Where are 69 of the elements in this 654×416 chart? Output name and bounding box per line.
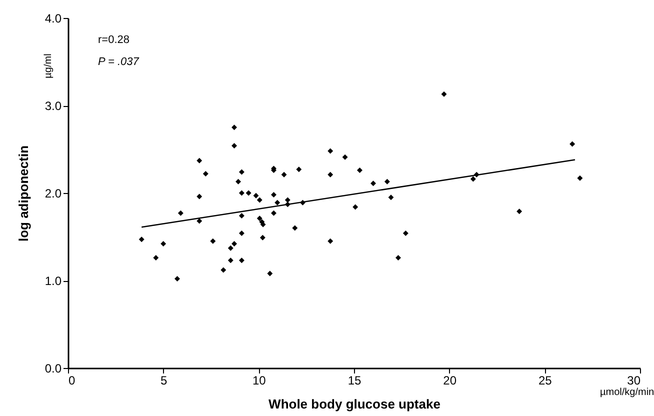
- point: [238, 213, 244, 218]
- point: [253, 192, 259, 198]
- point: [160, 241, 166, 246]
- point: [196, 194, 202, 200]
- x-tick-label: 15: [348, 374, 362, 388]
- point: [516, 208, 522, 214]
- point: [196, 218, 202, 224]
- x-axis-title: Whole body glucose uptake: [268, 396, 440, 412]
- point: [232, 143, 237, 148]
- point: [236, 178, 242, 184]
- point: [196, 158, 202, 164]
- point: [238, 258, 244, 264]
- point: [210, 238, 216, 244]
- y-tick-label: 2.0: [44, 186, 62, 200]
- point: [388, 194, 394, 200]
- x-tick-label: 10: [252, 374, 266, 388]
- point: [441, 91, 447, 97]
- point: [174, 276, 180, 282]
- point: [178, 210, 184, 216]
- point: [328, 172, 334, 178]
- point: [256, 216, 262, 222]
- x-tick-label: 0: [68, 374, 76, 388]
- point: [270, 210, 276, 216]
- y-tick-label: 3.0: [44, 99, 62, 113]
- point: [570, 141, 576, 147]
- point: [238, 190, 244, 196]
- point: [577, 175, 583, 181]
- point: [292, 225, 298, 231]
- y-tick-label: 1.0: [44, 274, 62, 288]
- point: [274, 200, 280, 206]
- point: [138, 236, 144, 242]
- text: µmol/kg/min: [600, 387, 654, 398]
- point: [328, 238, 334, 244]
- x-tick-label: 25: [538, 374, 552, 388]
- point: [281, 172, 287, 178]
- point: [284, 197, 290, 203]
- point: [384, 178, 390, 184]
- point: [356, 168, 362, 173]
- text: µg/ml: [43, 54, 54, 78]
- annotation: P = .037: [98, 56, 140, 68]
- y-tick-label: 0.0: [44, 362, 62, 376]
- point: [232, 124, 237, 130]
- point: [238, 169, 244, 175]
- point: [267, 270, 273, 276]
- point: [228, 245, 234, 251]
- point: [246, 190, 252, 196]
- point: [470, 176, 476, 182]
- y-tick-label: 4.0: [44, 12, 62, 26]
- point: [352, 204, 358, 210]
- x-tick-label: 30: [627, 374, 641, 388]
- y-axis-title: log adiponectin: [16, 145, 31, 242]
- point: [342, 154, 348, 160]
- point: [296, 166, 302, 172]
- point: [153, 255, 159, 260]
- x-tick-label: 20: [443, 374, 457, 388]
- point: [260, 234, 266, 240]
- point: [256, 197, 262, 203]
- x-tick-label: 5: [160, 374, 168, 388]
- point: [228, 258, 234, 264]
- point: [220, 267, 226, 273]
- point: [270, 192, 276, 198]
- point: [238, 230, 244, 236]
- point: [328, 148, 334, 154]
- point: [395, 255, 401, 260]
- point: [232, 241, 237, 246]
- point: [370, 180, 376, 186]
- point: [402, 230, 408, 236]
- annotation: r=0.28: [98, 34, 130, 46]
- point: [202, 171, 208, 176]
